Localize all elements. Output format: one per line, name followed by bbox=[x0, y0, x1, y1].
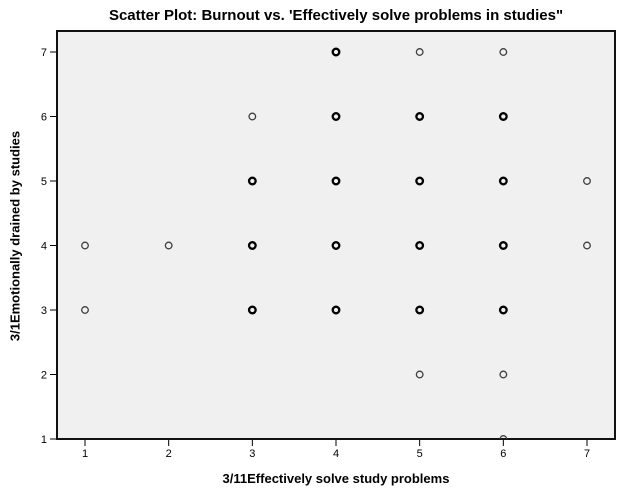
y-tick-label: 5 bbox=[41, 176, 47, 188]
y-tick-label: 2 bbox=[41, 370, 47, 382]
x-tick-label: 5 bbox=[417, 448, 423, 460]
x-tick-label: 1 bbox=[82, 448, 88, 460]
data-point bbox=[499, 370, 508, 379]
data-point bbox=[248, 112, 257, 121]
x-tick-label: 2 bbox=[166, 448, 172, 460]
data-point bbox=[415, 370, 424, 379]
y-tick-label: 3 bbox=[41, 305, 47, 317]
data-point bbox=[81, 306, 89, 314]
data-point bbox=[415, 176, 425, 186]
x-tick-label: 3 bbox=[249, 448, 255, 460]
chart-title: Scatter Plot: Burnout vs. 'Effectively s… bbox=[108, 7, 564, 24]
data-point bbox=[498, 305, 508, 315]
data-point bbox=[247, 176, 257, 186]
data-point bbox=[331, 47, 341, 57]
x-tick-label: 7 bbox=[584, 448, 590, 460]
x-tick-label: 6 bbox=[500, 448, 506, 460]
data-point bbox=[583, 241, 591, 250]
data-point bbox=[331, 176, 341, 186]
y-tick-label: 7 bbox=[41, 47, 47, 59]
y-tick-label: 4 bbox=[41, 241, 47, 253]
data-point bbox=[331, 241, 341, 250]
data-points bbox=[81, 47, 591, 439]
data-point bbox=[499, 435, 508, 439]
data-point bbox=[499, 48, 508, 56]
data-point bbox=[247, 305, 257, 315]
plot-frame bbox=[56, 30, 616, 440]
data-point bbox=[415, 112, 425, 121]
data-point bbox=[498, 241, 508, 250]
data-point bbox=[498, 112, 508, 121]
data-point bbox=[247, 241, 257, 250]
data-point bbox=[164, 241, 173, 250]
y-tick-label: 6 bbox=[41, 112, 47, 124]
data-point bbox=[81, 241, 89, 250]
data-point bbox=[415, 305, 425, 315]
data-point bbox=[415, 241, 425, 250]
data-point bbox=[331, 112, 341, 121]
x-axis-title: 3/11Effectively solve study problems bbox=[222, 471, 450, 486]
data-point bbox=[331, 305, 341, 315]
data-point bbox=[498, 176, 508, 186]
plot-area bbox=[57, 31, 615, 439]
y-tick-label: 1 bbox=[41, 434, 47, 446]
y-axis-title: 3/1Emotionally drained by studies bbox=[7, 130, 23, 342]
data-point bbox=[583, 177, 591, 185]
x-tick-label: 4 bbox=[333, 448, 339, 460]
data-point bbox=[415, 48, 424, 56]
